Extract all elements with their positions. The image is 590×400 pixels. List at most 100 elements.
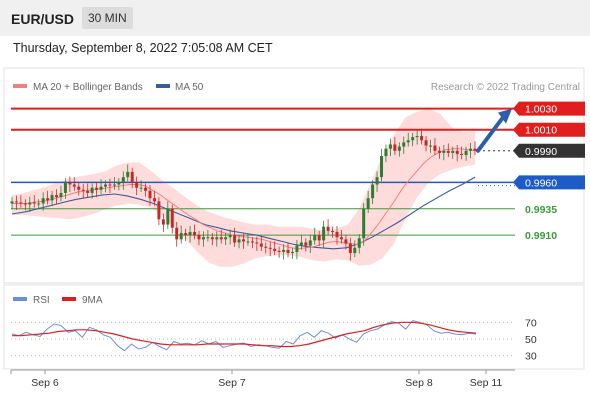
candle-body: [117, 182, 121, 185]
candle-body: [201, 237, 205, 240]
candle: [433, 138, 437, 156]
candle-body: [393, 144, 397, 151]
candle-body: [473, 148, 477, 151]
bollinger-band: [12, 108, 475, 267]
candle-body: [273, 248, 277, 251]
candle-body: [112, 184, 116, 186]
candle: [81, 184, 85, 199]
ma20-legend-label: MA 20 + Bollinger Bands: [33, 82, 143, 93]
candle-body: [179, 233, 183, 240]
level-tag-1.0010: [513, 122, 585, 137]
candle: [371, 180, 375, 205]
candle: [14, 195, 18, 210]
candle-body: [299, 242, 303, 246]
candle-body: [397, 146, 401, 151]
level-tag-0.9960: [513, 175, 585, 190]
candle: [415, 130, 419, 145]
candle: [117, 178, 121, 191]
candle-body: [188, 231, 192, 236]
candle: [331, 226, 335, 238]
candle-body: [442, 150, 446, 153]
rsi-panel-frame: [3, 284, 585, 370]
candle-body: [433, 145, 437, 151]
candle-body: [148, 190, 152, 199]
candle-body: [215, 237, 219, 240]
ma50-legend-swatch: [156, 84, 170, 88]
candle-body: [255, 242, 259, 244]
candle-body: [152, 198, 156, 202]
candle: [313, 227, 317, 245]
candle-body: [63, 182, 67, 193]
candle-body: [286, 249, 290, 254]
candle: [193, 224, 197, 240]
candle-body: [224, 237, 228, 240]
candle: [152, 190, 156, 206]
candle: [112, 177, 116, 190]
rsi-tick-50: 50: [525, 334, 537, 346]
level-tag-1.0030: [513, 101, 585, 116]
candle-body: [233, 235, 237, 243]
candle: [246, 234, 250, 246]
candle: [179, 225, 183, 244]
rsi-tick-70: 70: [525, 317, 537, 329]
candle-body: [388, 144, 392, 149]
candle-body: [446, 150, 450, 153]
candle-body: [451, 150, 455, 153]
candle-body: [424, 140, 428, 146]
candle: [455, 145, 459, 162]
candle: [188, 226, 192, 243]
candle-body: [380, 156, 384, 178]
ma50-legend-label: MA 50: [175, 82, 204, 93]
candle: [130, 167, 134, 189]
level-label-1.0030: 1.0030: [525, 104, 557, 116]
rsi-legend-swatch: [13, 297, 27, 301]
candlesticks: [10, 128, 477, 261]
candle: [357, 234, 361, 254]
candle-body: [464, 150, 468, 156]
candle: [55, 189, 59, 205]
candle: [99, 179, 103, 195]
candle-body: [322, 226, 326, 241]
candle-body: [32, 202, 36, 204]
candle: [290, 247, 294, 259]
candle: [268, 241, 272, 257]
candle: [299, 235, 303, 250]
candle-body: [37, 203, 41, 205]
candle: [19, 195, 23, 208]
candle-body: [415, 136, 419, 138]
candle-body: [384, 148, 388, 157]
candle: [411, 132, 415, 147]
candle: [37, 199, 41, 210]
candle-body: [259, 243, 263, 247]
candle-body: [366, 198, 370, 209]
bollinger-band-area: [12, 108, 475, 267]
candle: [344, 235, 348, 250]
candle-body: [290, 251, 294, 254]
candle: [144, 183, 148, 197]
candle-body: [344, 239, 348, 244]
candle-body: [193, 231, 197, 236]
candle-body: [277, 250, 281, 252]
candle-body: [55, 195, 59, 198]
candle: [451, 146, 455, 159]
candle-body: [197, 235, 201, 240]
symbol-label: EUR/USD: [11, 11, 75, 27]
candle: [161, 213, 165, 232]
rsi-tick-30: 30: [525, 351, 537, 363]
candle: [63, 178, 67, 199]
candle: [148, 185, 152, 206]
candle: [90, 183, 94, 199]
rsi-legend-label: RSI: [33, 295, 50, 306]
x-tick-label: Sep 8: [405, 377, 433, 389]
candle: [380, 148, 384, 182]
level-tag-0.9990: [513, 143, 585, 158]
rsi-ma-legend-swatch: [62, 297, 76, 301]
candle: [224, 233, 228, 246]
candle: [233, 227, 237, 247]
candle-body: [19, 202, 23, 204]
candle-body: [99, 186, 103, 190]
candle: [10, 197, 14, 210]
candle-body: [308, 240, 312, 246]
candle-body: [469, 148, 473, 151]
timeframe-badge[interactable]: 30 MIN: [82, 7, 133, 29]
